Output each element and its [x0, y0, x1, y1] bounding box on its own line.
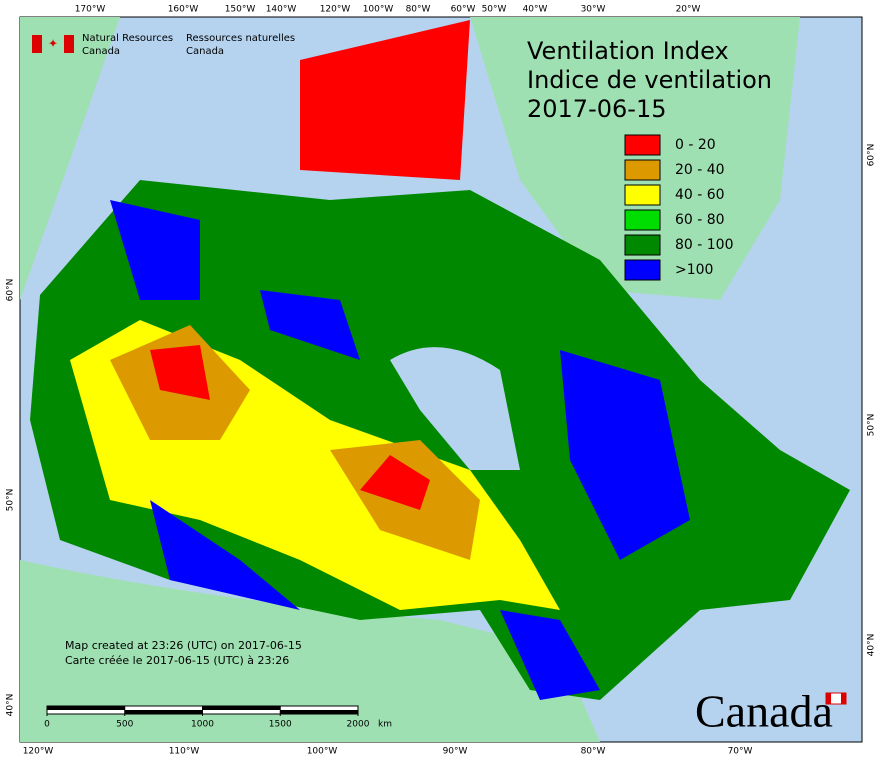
legend-swatch	[624, 234, 661, 256]
graticule-label: 80°W	[581, 747, 606, 757]
graticule-label: 60°N	[6, 279, 16, 302]
graticule-label: 120°W	[320, 5, 351, 15]
graticule-label: 70°W	[728, 747, 753, 757]
greenland	[470, 17, 800, 300]
logo-text: Natural Resources	[82, 33, 173, 44]
wordmark: Canada	[695, 686, 833, 737]
graticule-label: 140°W	[266, 5, 297, 15]
flag-bar	[32, 35, 42, 53]
legend-swatch	[624, 184, 661, 206]
wordmark-flag	[826, 693, 831, 704]
graticule-label: 50°W	[482, 5, 507, 15]
legend-swatch	[624, 159, 661, 181]
graticule-label: 120°W	[23, 747, 54, 757]
wordmark-flag	[841, 693, 846, 704]
usa	[20, 560, 600, 742]
graticule-label: 20°W	[676, 5, 701, 15]
scale-label: 2000	[347, 720, 370, 730]
logo-text: Canada	[186, 46, 224, 57]
legend-swatch	[624, 209, 661, 231]
scale-segment	[47, 706, 125, 710]
graticule-label: 40°N	[6, 694, 16, 717]
scale-label: 0	[44, 720, 50, 730]
graticule-label: 60°W	[451, 5, 476, 15]
hudson-bay	[390, 347, 520, 470]
flag-leaf: ✦	[48, 37, 58, 51]
logo-text: Ressources naturelles	[186, 33, 295, 44]
graticule-label: 50°N	[6, 489, 16, 512]
scale-label: 1000	[191, 720, 214, 730]
graticule-label: 150°W	[225, 5, 256, 15]
alaska	[20, 17, 120, 300]
zone-over-100	[110, 200, 690, 700]
graticule-label: 30°W	[581, 5, 606, 15]
graticule-label: 80°W	[406, 5, 431, 15]
scale-segment	[124, 710, 203, 714]
legend-swatch	[624, 134, 661, 156]
legend-label: 80 - 100	[675, 237, 734, 253]
note: Map created at 23:26 (UTC) on 2017-06-15	[65, 639, 302, 652]
legend-label: 40 - 60	[675, 187, 725, 203]
graticule-label: 160°W	[168, 5, 199, 15]
graticule-label: 40°N	[867, 634, 877, 657]
graticule-label: 60°N	[867, 144, 877, 167]
title: Ventilation Index	[527, 37, 729, 65]
legend-label: 0 - 20	[675, 137, 716, 153]
legend-label: 60 - 80	[675, 212, 725, 228]
title: Indice de ventilation	[527, 66, 772, 94]
scale-label: 500	[116, 720, 133, 730]
graticule-label: 110°W	[169, 747, 200, 757]
scale-segment	[202, 706, 281, 710]
graticule-label: 50°N	[867, 414, 877, 437]
scale-unit: km	[378, 720, 392, 730]
scale-segment	[280, 710, 358, 714]
note: Carte créée le 2017-06-15 (UTC) à 23:26	[65, 654, 289, 667]
legend-swatch	[624, 259, 661, 281]
graticule-label: 170°W	[75, 5, 106, 15]
legend-label: >100	[675, 262, 713, 278]
legend-label: 20 - 40	[675, 162, 725, 178]
graticule-label: 100°W	[363, 5, 394, 15]
zone-0-20	[150, 20, 470, 510]
flag-bar	[64, 35, 74, 53]
title: 2017-06-15	[527, 95, 666, 123]
graticule-label: 40°W	[523, 5, 548, 15]
graticule-label: 90°W	[443, 747, 468, 757]
graticule-label: 100°W	[307, 747, 338, 757]
logo-text: Canada	[82, 46, 120, 57]
scale-label: 1500	[269, 720, 292, 730]
